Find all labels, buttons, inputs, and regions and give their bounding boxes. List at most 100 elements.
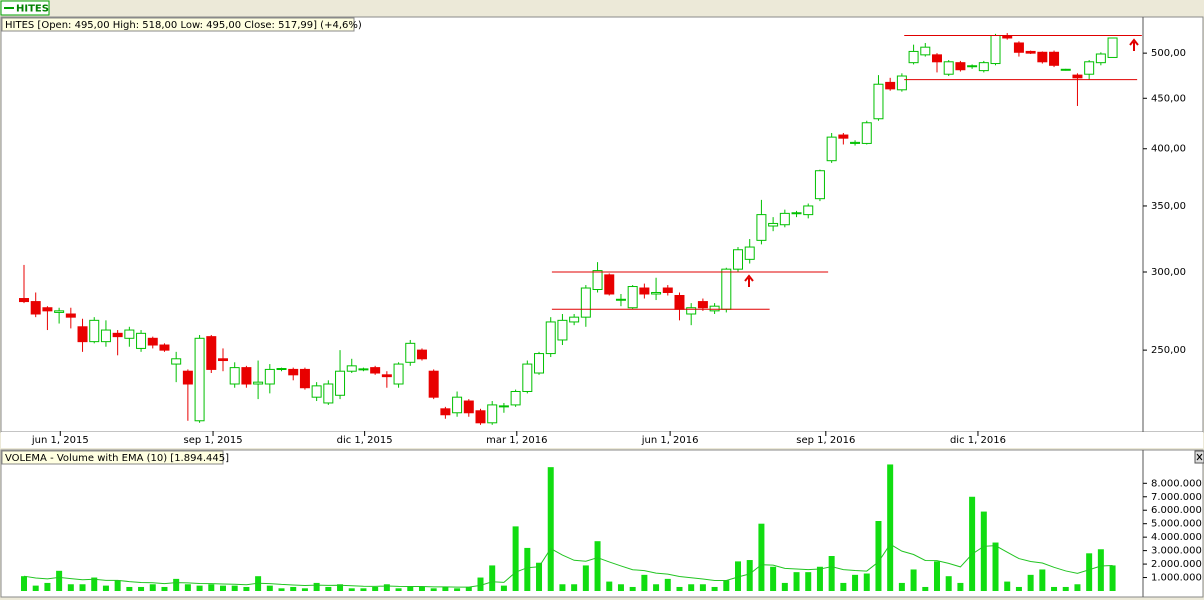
candle-body bbox=[885, 81, 896, 90]
candle-body bbox=[1037, 51, 1048, 63]
volume-bar bbox=[372, 586, 379, 591]
volume-bar bbox=[465, 586, 472, 591]
candle-body bbox=[217, 358, 228, 362]
header-box bbox=[1, 17, 355, 32]
y-tick-label: 250,00 bbox=[1151, 345, 1186, 356]
volume-bar bbox=[1062, 586, 1069, 591]
candle-body bbox=[77, 326, 88, 343]
volume-bar bbox=[184, 584, 191, 591]
candle-body bbox=[534, 353, 545, 374]
volume-bar bbox=[805, 572, 812, 591]
y-tick-label: 2.000.000 bbox=[1151, 559, 1202, 570]
volume-bar bbox=[477, 577, 484, 591]
volume-bar bbox=[875, 521, 882, 591]
plots: 250,00 300,00 350,00 400,00 450,00 500,00 jun … bbox=[19, 33, 1202, 591]
candle-body bbox=[19, 298, 30, 303]
candle-body bbox=[159, 344, 170, 351]
volume-bar bbox=[746, 560, 753, 591]
candle-body bbox=[545, 321, 556, 355]
candle-body bbox=[1060, 68, 1071, 71]
candle-body bbox=[416, 349, 427, 360]
volume-bar bbox=[594, 541, 601, 591]
volume-bar bbox=[114, 580, 121, 591]
x-tick-label: dic 1, 2015 bbox=[337, 435, 393, 446]
y-tick-label: 7.000.000 bbox=[1151, 492, 1202, 503]
candle-body bbox=[803, 205, 814, 216]
volume-bar bbox=[629, 586, 636, 591]
x-tick-label: jun 1, 2015 bbox=[31, 435, 89, 446]
candle-body bbox=[522, 363, 533, 392]
volume-bar bbox=[1004, 581, 1011, 591]
volume-bar bbox=[91, 577, 98, 591]
candle-body bbox=[791, 212, 802, 215]
candle-body bbox=[498, 405, 509, 408]
candle-body bbox=[756, 214, 767, 241]
candle-body bbox=[615, 298, 626, 301]
candle-body bbox=[171, 358, 182, 365]
candle-body bbox=[241, 367, 252, 385]
candle-body bbox=[124, 329, 135, 339]
volume-bar bbox=[44, 582, 51, 591]
candle-body bbox=[990, 35, 1001, 65]
y-tick-label: 400,00 bbox=[1151, 144, 1186, 155]
candle-body bbox=[54, 310, 65, 313]
candle-body bbox=[604, 274, 615, 295]
y-tick-label: 500,00 bbox=[1151, 48, 1186, 59]
volume-bar bbox=[313, 582, 320, 591]
candle-body bbox=[1013, 42, 1024, 53]
volume-bar bbox=[196, 585, 203, 591]
volume-bar bbox=[957, 582, 964, 591]
candle-body bbox=[733, 249, 744, 270]
volume-bar bbox=[348, 588, 355, 591]
volume-bar bbox=[898, 582, 905, 591]
candle-body bbox=[826, 136, 837, 162]
candle-body bbox=[405, 342, 416, 363]
candle-body bbox=[1095, 53, 1106, 64]
candle-body bbox=[510, 390, 521, 406]
volume-bar bbox=[1027, 574, 1034, 591]
volume-bar bbox=[992, 542, 999, 591]
candle-body bbox=[335, 370, 346, 396]
volume-bar bbox=[699, 584, 706, 591]
volume-bar bbox=[231, 585, 238, 591]
volume-bar bbox=[688, 584, 695, 591]
x-tick-label: jun 1, 2016 bbox=[641, 435, 699, 446]
candle-body bbox=[370, 367, 381, 374]
volume-bar bbox=[1015, 586, 1022, 591]
volume-bar bbox=[395, 588, 402, 591]
candle-body bbox=[65, 313, 76, 318]
tab-label: HITES bbox=[16, 4, 49, 15]
volume-bar bbox=[67, 584, 74, 591]
candle-body bbox=[253, 381, 264, 385]
candle-body bbox=[861, 122, 872, 144]
volume-bar bbox=[126, 586, 133, 591]
candle-body bbox=[850, 141, 861, 144]
candle-body bbox=[276, 368, 287, 371]
candle-body bbox=[136, 332, 147, 349]
volume-bar bbox=[536, 562, 543, 591]
candle-body bbox=[967, 65, 978, 68]
y-tick-label: 300,00 bbox=[1151, 267, 1186, 278]
x-tick-label: sep 1, 2015 bbox=[184, 435, 243, 446]
candle-body bbox=[89, 319, 100, 343]
y-tick-label: 1.000.000 bbox=[1151, 573, 1202, 584]
volume-bar bbox=[723, 580, 730, 591]
volume-bar bbox=[1039, 569, 1046, 591]
volume-bar bbox=[32, 585, 39, 591]
candle-body bbox=[147, 337, 158, 346]
volume-panel bbox=[0, 449, 1204, 598]
candle-body bbox=[1025, 50, 1036, 54]
candle-body bbox=[112, 332, 123, 338]
candle-body bbox=[487, 404, 498, 424]
tab[interactable] bbox=[0, 0, 50, 16]
volume-title: VOLEMA - Volume with EMA (10) [1.894.445… bbox=[5, 453, 229, 464]
volume-bar bbox=[1051, 586, 1058, 591]
volume-bar bbox=[278, 588, 285, 591]
volume-bar bbox=[653, 584, 660, 591]
volume-bar bbox=[383, 584, 390, 591]
volume-bar bbox=[208, 584, 215, 591]
volume-bar bbox=[1097, 549, 1104, 591]
candle-body bbox=[393, 363, 404, 385]
